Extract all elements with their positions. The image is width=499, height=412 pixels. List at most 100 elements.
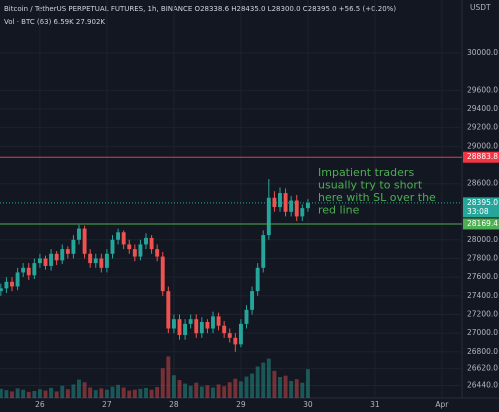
annotation: red line (318, 204, 360, 217)
candle-body (121, 232, 126, 245)
volume-bar (10, 391, 14, 398)
x-tick-label: 30 (303, 400, 313, 409)
candle-body (82, 228, 87, 254)
candle-body (289, 200, 294, 212)
volume-bar (227, 382, 232, 398)
candle-body (110, 239, 115, 254)
annotation: usually try to short (318, 179, 423, 192)
volume-bar (116, 384, 121, 398)
currency-label: USDT (470, 3, 491, 12)
volume-bar (104, 389, 109, 398)
volume-bar (127, 390, 132, 398)
candle-body (233, 337, 238, 345)
price-level-box (463, 218, 499, 230)
y-tick-label: 26620.0 (467, 364, 498, 373)
candle-body (177, 319, 182, 336)
volume-header: Vol · BTC (63) 6.59K 27.902K (4, 18, 105, 26)
candle-body (222, 325, 227, 334)
candle-body (104, 253, 109, 268)
candle-body (166, 291, 171, 329)
candle-body (238, 323, 243, 345)
volume-bar (272, 370, 277, 398)
x-tick-label: 27 (102, 400, 112, 409)
candle-body (211, 316, 215, 329)
candle-body (216, 316, 221, 326)
countdown-label: 33:08 (467, 207, 489, 216)
volume-bar (205, 385, 210, 398)
volume-bar (110, 386, 115, 398)
candle-body (199, 321, 204, 334)
x-tick-label: 28 (169, 400, 179, 409)
volume-bar (289, 380, 294, 398)
price-level-box (463, 151, 499, 163)
y-tick-label: 27200.0 (467, 309, 498, 318)
volume-bar (155, 387, 160, 398)
volume-bar (0, 388, 3, 398)
candle-body (149, 237, 154, 250)
volume-bar (233, 378, 238, 398)
annotation: here with SL over the (318, 191, 436, 204)
candle-body (255, 267, 260, 292)
y-tick-label: 27000.0 (467, 328, 498, 337)
volume-bar (171, 375, 176, 398)
candle-body (261, 235, 266, 268)
candle-body (4, 281, 9, 289)
candle-body (294, 200, 299, 217)
volume-bar (49, 387, 54, 398)
y-tick-label: 26440.0 (467, 380, 498, 389)
volume-bar (54, 391, 59, 398)
candle-body (244, 309, 249, 324)
candle-body (127, 244, 132, 250)
volume-bar (238, 381, 243, 398)
annotation: Impatient traders (318, 166, 414, 179)
candle-body (278, 193, 282, 208)
volume-bar (138, 388, 143, 398)
y-tick-label: 29400.0 (467, 104, 498, 113)
candle-body (305, 202, 310, 209)
x-tick-label: 26 (35, 400, 45, 409)
candle-body (300, 208, 305, 217)
volume-bar (160, 368, 165, 398)
volume-bar (37, 389, 42, 398)
volume-bar (216, 384, 221, 398)
x-tick-label: Apr (435, 400, 449, 409)
candle-body (77, 228, 81, 240)
y-tick-label: 29200.0 (467, 123, 498, 132)
volume-bar (166, 356, 171, 398)
volume-bar (71, 384, 76, 398)
y-tick-label: 30000.0 (467, 48, 498, 57)
candle-body (194, 319, 199, 334)
last-price-box (463, 197, 499, 218)
last-price-label: 28395.0 (467, 198, 498, 207)
volume-bar (183, 383, 188, 398)
y-tick-label: 28000.0 (467, 235, 498, 244)
volume-bar (144, 387, 148, 398)
volume-bar (149, 389, 154, 398)
chart-header: Bitcoin / TetherUS PERPETUAL FUTURES, 1h… (4, 5, 396, 13)
candle-body (144, 237, 148, 245)
volume-bar (26, 391, 31, 398)
candle-body (99, 258, 104, 268)
candle-body (227, 333, 232, 338)
candle-body (116, 232, 121, 240)
candle-body (0, 288, 3, 292)
candle-body (43, 258, 48, 266)
volume-bar (278, 377, 282, 398)
candle-body (132, 249, 137, 257)
candle-body (15, 272, 20, 287)
volume-bar (211, 387, 215, 398)
volume-bar (294, 379, 299, 398)
volume-bar (177, 380, 182, 398)
volume-bar (255, 366, 260, 398)
candle-body (88, 253, 93, 264)
y-tick-label: 27800.0 (467, 253, 498, 262)
volume-bar (43, 390, 48, 398)
y-tick-label: 29600.0 (467, 85, 498, 94)
candle-body (10, 281, 14, 287)
candle-body (60, 249, 65, 261)
x-tick-label: 31 (370, 400, 380, 409)
volume-bar (188, 385, 193, 398)
candle-body (138, 244, 143, 257)
candle-body (54, 253, 59, 261)
